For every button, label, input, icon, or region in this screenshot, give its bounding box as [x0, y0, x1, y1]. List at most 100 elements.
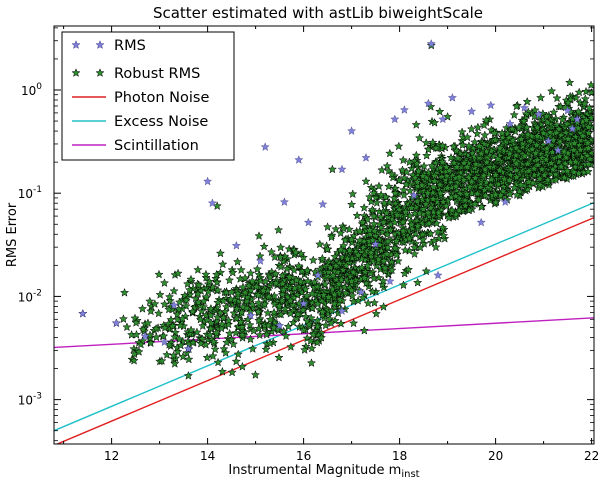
robust-rms-point: [376, 189, 386, 199]
robust-rms-point: [355, 226, 365, 236]
robust-rms-point: [217, 366, 228, 376]
robust-rms-point: [413, 221, 423, 231]
robust-rms-point: [552, 93, 562, 103]
robust-rms-point: [341, 288, 351, 297]
rms-point: [337, 306, 347, 315]
robust-rms-point: [201, 269, 211, 279]
robust-rms-point: [317, 307, 328, 316]
robust-rms-point: [342, 254, 353, 263]
robust-rms-point: [545, 127, 555, 137]
robust-rms-point: [359, 273, 370, 282]
rms-point: [183, 344, 193, 353]
robust-rms-point: [334, 258, 345, 268]
robust-rms-point: [376, 212, 386, 222]
robust-rms-point: [312, 281, 322, 291]
legend-entry-scintillation: Scintillation: [72, 138, 199, 154]
robust-rms-point: [154, 269, 164, 279]
robust-rms-point: [452, 162, 462, 172]
robust-rms-point: [476, 148, 486, 158]
robust-rms-point: [250, 370, 261, 379]
robust-rms-point: [321, 320, 331, 330]
rms-point: [534, 109, 544, 119]
robust-rms-point: [157, 356, 167, 366]
robust-rms-point: [237, 322, 247, 332]
robust-rms-point: [407, 219, 417, 229]
rms-point: [519, 103, 529, 112]
robust-rms-point: [276, 262, 286, 271]
robust-rms-point: [367, 286, 378, 296]
robust-rms-point: [491, 197, 501, 207]
legend-label: RMS: [114, 38, 146, 54]
robust-rms-point: [208, 336, 219, 346]
robust-rms-point: [384, 181, 394, 191]
line-photon-noise: [55, 216, 594, 444]
rms-point: [563, 105, 573, 115]
robust-rms-point: [472, 188, 482, 198]
robust-rms-point: [190, 293, 201, 303]
robust-rms-point: [414, 133, 425, 143]
robust-rms-point: [479, 120, 489, 130]
x-axis-label-subscript: inst: [401, 469, 419, 480]
robust-rms-point: [498, 186, 508, 196]
rms-point: [505, 119, 515, 128]
robust-rms-point: [423, 188, 433, 197]
robust-rms-point: [187, 306, 198, 316]
robust-rms-point: [537, 153, 547, 163]
rms-point: [426, 39, 436, 48]
robust-rms-point: [369, 298, 380, 307]
robust-rms-point: [229, 308, 239, 318]
robust-rms-point: [490, 135, 500, 144]
robust-rms-point: [400, 207, 411, 216]
robust-rms-point: [476, 178, 486, 188]
robust-rms-point: [313, 321, 323, 331]
rms-point: [294, 155, 304, 164]
robust-rms-point: [232, 256, 243, 266]
robust-rms-point: [353, 250, 363, 260]
robust-rms-point: [561, 152, 571, 162]
robust-rms-point: [143, 318, 153, 328]
robust-rms-point: [572, 117, 582, 127]
robust-rms-point: [546, 86, 557, 96]
robust-rms-point: [131, 317, 141, 327]
robust-rms-point: [382, 229, 392, 239]
robust-rms-point: [240, 273, 250, 283]
robust-rms-point: [182, 279, 193, 289]
robust-rms-point: [447, 208, 457, 218]
robust-rms-point: [264, 291, 274, 301]
robust-rms-point: [238, 302, 248, 312]
robust-rms-point: [470, 137, 480, 147]
robust-rms-point: [159, 331, 169, 341]
robust-rms-point: [199, 296, 209, 306]
robust-rms-point: [567, 113, 578, 123]
robust-rms-point: [471, 159, 481, 169]
robust-rms-point: [505, 148, 515, 158]
robust-rms-point: [415, 208, 425, 218]
rms-points: [78, 39, 582, 353]
rms-point: [313, 270, 323, 280]
robust-rms-point: [532, 122, 542, 132]
robust-rms-point: [169, 286, 179, 296]
robust-rms-point: [394, 141, 404, 151]
robust-rms-point: [218, 296, 228, 306]
robust-rms-point: [494, 165, 505, 175]
robust-rms-point: [206, 318, 216, 328]
robust-rms-point: [284, 272, 294, 281]
robust-rms-point: [309, 277, 320, 287]
robust-rms-point: [543, 175, 553, 184]
robust-rms-point: [299, 345, 310, 354]
robust-rms-point: [411, 202, 421, 212]
robust-rms-point: [369, 188, 379, 198]
robust-rms-point: [511, 101, 522, 111]
robust-rms-point: [308, 255, 318, 265]
robust-rms-point: [224, 328, 235, 338]
robust-rms-point: [303, 276, 313, 286]
robust-rms-point: [428, 137, 438, 147]
rms-point: [438, 114, 448, 124]
robust-rms-point: [252, 264, 263, 274]
rms-point: [486, 100, 496, 110]
robust-rms-point: [151, 323, 161, 333]
robust-rms-point: [285, 308, 296, 318]
robust-rms-point: [584, 128, 594, 138]
robust-rms-point: [554, 124, 564, 134]
